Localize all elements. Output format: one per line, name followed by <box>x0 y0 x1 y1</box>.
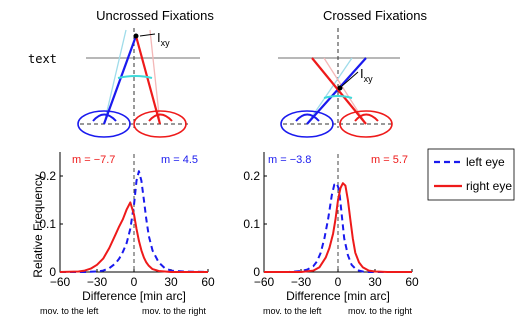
x-tick-label: −30 <box>291 275 312 289</box>
legend-label-right-eye: right eye <box>466 179 512 193</box>
y-tick-label: 0 <box>49 265 56 279</box>
mean-annotation: m = −7.7 <box>72 154 115 166</box>
series-line-left-eye <box>264 182 412 273</box>
y-tick-label: 0.1 <box>39 217 56 231</box>
x-tick-label: −60 <box>254 275 275 289</box>
x-tick-label: 60 <box>201 275 215 289</box>
right-eye-ray-faint <box>323 57 367 125</box>
chart-uncrossed: −60 −30 0 30 60 0 0.1 0.2 m = −7.7 m = 4.5 Differe… <box>39 152 215 303</box>
legend: left eye right eye <box>427 148 515 201</box>
uncrossed-schematic: Ixy <box>77 28 200 138</box>
x-tick-label: 30 <box>368 275 382 289</box>
x-tick-label: 60 <box>405 275 419 289</box>
left-eye-ellipse <box>77 110 131 138</box>
right-pupil <box>354 113 379 122</box>
y-tick-label: 0.2 <box>39 169 56 183</box>
left-eye-ray-faint <box>306 57 353 125</box>
x-axis-label: Difference [min arc] <box>82 289 186 303</box>
x-tick-label: −60 <box>50 275 71 289</box>
caption-left-mov-left: mov. to the left <box>40 306 99 316</box>
ixy-pointer <box>139 33 156 37</box>
left-eye-ray <box>102 35 138 125</box>
series-line-right-eye <box>264 182 412 273</box>
x-axis-label: Difference [min arc] <box>286 289 390 303</box>
caption-left-mov-right: mov. to the right <box>142 306 206 316</box>
crossed-schematic: Ixy <box>278 28 400 138</box>
fixation-point <box>337 85 343 91</box>
x-tick-label: 0 <box>131 275 138 289</box>
mean-annotation: m = −3.8 <box>268 154 311 166</box>
ixy-label: Ixy <box>157 30 170 48</box>
vergence-arc <box>117 75 153 79</box>
x-tick-label: 0 <box>335 275 342 289</box>
y-tick-label: 0.2 <box>243 169 260 183</box>
right-eye-ray <box>134 35 162 125</box>
left-eye-ellipse <box>280 110 334 138</box>
ixy-label: Ixy <box>360 66 373 84</box>
legend-box <box>427 148 515 201</box>
fixation-point <box>133 33 139 39</box>
x-tick-label: 30 <box>164 275 178 289</box>
left-pupil <box>92 113 117 122</box>
legend-label-left-eye: left eye <box>466 155 505 169</box>
x-tick-label: −30 <box>87 275 108 289</box>
mean-annotation: m = 4.5 <box>161 154 198 166</box>
series-line-left-eye <box>60 170 209 273</box>
caption-right-mov-right: mov. to the right <box>348 306 412 316</box>
chart-crossed: −60 −30 0 30 60 0 0.1 0.2 m = −3.8 m = 5.7 Differe… <box>243 152 419 303</box>
left-eye-ray <box>306 57 367 125</box>
y-axis-label: Relative Frequency <box>31 174 45 277</box>
right-eye-ellipse <box>133 110 187 138</box>
series-line-right-eye <box>59 201 208 273</box>
left-pupil <box>295 113 320 122</box>
y-tick-label: 0 <box>253 265 260 279</box>
right-eye-ray-faint <box>149 29 161 125</box>
uncrossed-title: Uncrossed Fixations <box>96 8 214 23</box>
ixy-pointer <box>341 71 359 87</box>
right-eye-ellipse <box>339 110 393 138</box>
right-pupil <box>148 113 173 122</box>
mean-annotation: m = 5.7 <box>371 154 408 166</box>
left-eye-ray-faint <box>103 29 127 125</box>
vergence-arc <box>323 95 353 99</box>
caption-right-mov-left: mov. to the left <box>263 306 322 316</box>
crossed-title: Crossed Fixations <box>323 8 428 23</box>
right-eye-ray <box>311 57 367 125</box>
text-label: text <box>28 52 57 66</box>
y-tick-label: 0.1 <box>243 217 260 231</box>
